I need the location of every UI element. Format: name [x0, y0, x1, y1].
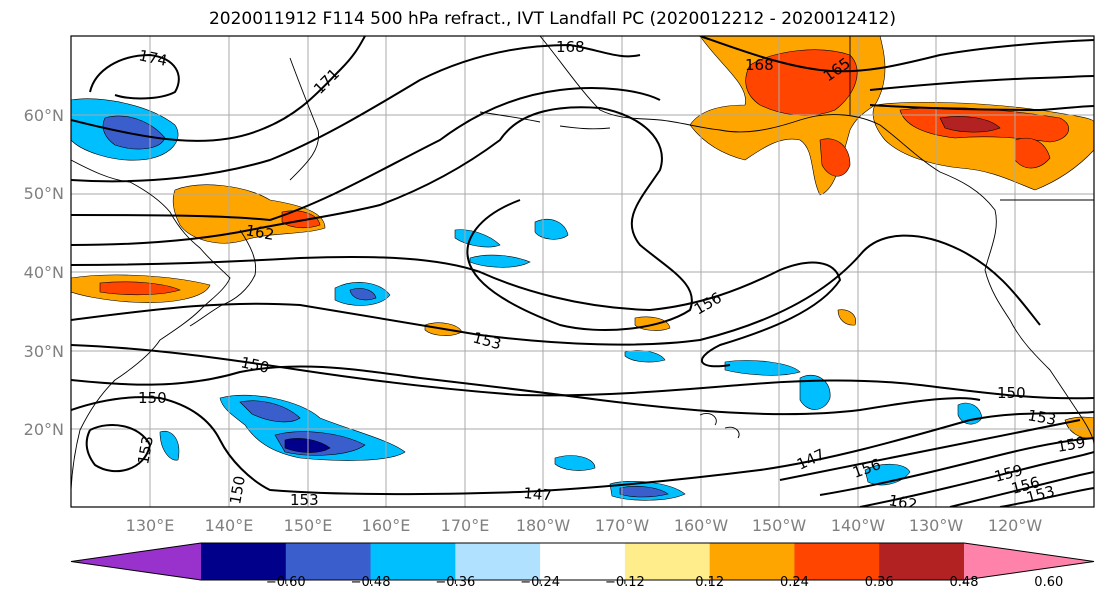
lon-label: 120°W	[988, 516, 1043, 535]
colorbar-extend-min	[71, 543, 201, 580]
colorbar-tick-label: 0.24	[780, 575, 809, 590]
colorbar-segment	[879, 543, 965, 580]
lon-label: 170°E	[441, 516, 490, 535]
height-contours	[71, 36, 1094, 507]
contour-label: 150	[226, 474, 249, 505]
colorbar-segment	[455, 543, 541, 580]
lon-label: 160°W	[674, 516, 729, 535]
colorbar-tick-label: 0.36	[865, 575, 894, 590]
colorbar-labels: −0.60 −0.48 −0.36 −0.24 −0.12 0.12 0.24 0.36 0.4…	[266, 575, 1063, 590]
shading-layer	[71, 36, 1094, 501]
contour-label: 162	[887, 491, 918, 514]
colorbar-segment	[794, 543, 880, 580]
contour-label: 150	[997, 384, 1026, 402]
colorbar-extend-max	[964, 543, 1094, 580]
contour-label: 150	[239, 353, 271, 377]
colorbar-tick-label: −0.12	[605, 575, 645, 590]
lon-label: 140°W	[831, 516, 886, 535]
positive-anomaly-region	[172, 184, 326, 244]
lat-label: 20°N	[24, 420, 64, 439]
contour-label: 147	[523, 484, 553, 504]
contour-label: 153	[1026, 406, 1057, 429]
map-frame	[70, 35, 1095, 508]
negative-anomaly-region	[454, 229, 501, 248]
colorbar-tick-label: −0.24	[520, 575, 560, 590]
colorbar	[70, 542, 1095, 581]
colorbar-segment	[540, 543, 626, 580]
lon-label: 150°W	[752, 516, 807, 535]
colorbar-tick-label: 0.60	[1034, 575, 1063, 590]
lon-label: 170°W	[595, 516, 650, 535]
colorbar-tick-label: −0.48	[351, 575, 391, 590]
lon-label: 150°E	[284, 516, 333, 535]
lat-label: 30°N	[24, 342, 64, 361]
colorbar-outline	[70, 542, 1095, 581]
contour-label: 162	[244, 221, 275, 244]
hawaii-coastline	[699, 413, 740, 439]
alaska-coastline	[539, 36, 1094, 446]
positive-anomaly-region	[99, 281, 181, 296]
kamchatka-coastline	[289, 57, 320, 181]
negative-anomaly-region	[554, 455, 596, 471]
us-canada-border	[849, 36, 1094, 201]
contour-label: 168	[745, 56, 774, 74]
colorbar-tick-label: 0.12	[695, 575, 724, 590]
colorbar-segment	[201, 543, 287, 580]
contour-label: 150	[138, 389, 167, 407]
colorbar-segment	[285, 543, 372, 580]
colorbar-tick-label: 0.48	[950, 575, 979, 590]
negative-anomaly-region	[724, 360, 801, 376]
lon-label: 130°W	[909, 516, 964, 535]
positive-anomaly-region	[745, 49, 858, 116]
contour-label: 153	[290, 491, 319, 509]
lon-label: 130°E	[126, 516, 175, 535]
negative-anomaly-region	[469, 254, 531, 268]
colorbar-tick-label: −0.36	[435, 575, 475, 590]
contour-label: 153	[134, 434, 157, 465]
positive-anomaly-region	[1014, 137, 1051, 169]
map-gridlines	[71, 36, 1094, 507]
negative-anomaly-region	[799, 374, 831, 410]
negative-anomaly-region	[619, 486, 669, 498]
lon-label: 180°W	[516, 516, 571, 535]
lon-label: 140°E	[205, 516, 254, 535]
lat-label: 40°N	[24, 263, 64, 282]
negative-anomaly-region	[239, 400, 301, 423]
positive-anomaly-region	[819, 138, 851, 177]
lon-label: 160°E	[362, 516, 411, 535]
colorbar-segment	[624, 543, 711, 580]
lat-label: 50°N	[24, 184, 64, 203]
contour-labels: 174 171 168 168 165 162 156 153 150 150 …	[134, 38, 1087, 514]
contour-label: 168	[556, 38, 585, 56]
positive-anomaly-region	[939, 116, 1001, 133]
contour-label: 174	[137, 46, 169, 70]
positive-anomaly-region	[281, 210, 321, 229]
negative-anomaly-region	[159, 430, 180, 461]
map-title: 2020011912 F114 500 hPa refract., IVT La…	[208, 9, 896, 29]
japan-coastline	[189, 229, 257, 327]
contour-label: 159	[1056, 433, 1087, 456]
colorbar-tick-label: −0.60	[266, 575, 306, 590]
map-area: 174 171 168 168 165 162 156 153 150 150 …	[71, 36, 1094, 514]
positive-anomaly-region	[837, 309, 856, 326]
colorbar-segment	[709, 543, 795, 580]
latitude-labels: 60°N 50°N 40°N 30°N 20°N	[24, 106, 64, 439]
longitude-labels: 130°E 140°E 150°E 160°E 170°E 180°W 170°W 160°W…	[126, 516, 1043, 535]
lat-label: 60°N	[24, 106, 64, 125]
colorbar-segment	[370, 543, 456, 580]
negative-anomaly-region	[349, 288, 377, 301]
